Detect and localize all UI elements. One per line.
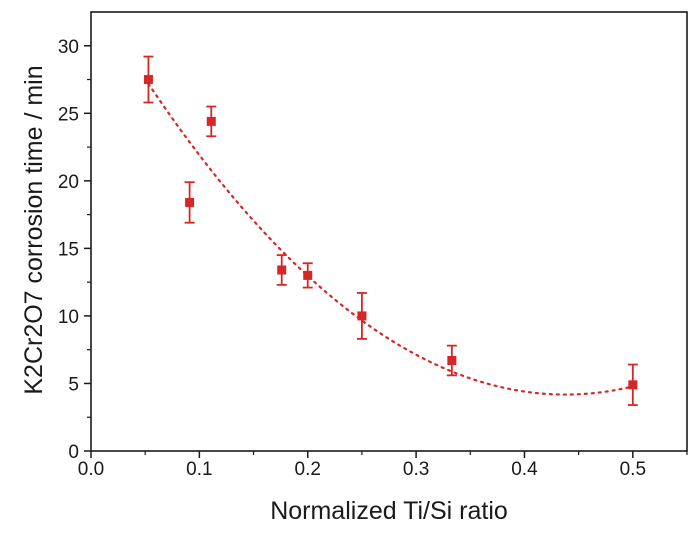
axes	[90, 11, 688, 452]
x-axis-label: Normalized Ti/Si ratio	[270, 497, 508, 525]
data-point	[143, 75, 153, 85]
data-point	[185, 197, 195, 207]
data-point	[357, 311, 367, 321]
x-tick-label: 0.0	[78, 459, 104, 480]
y-tick-label: 5	[68, 374, 79, 395]
data-point	[628, 380, 638, 390]
x-tick-label: 0.2	[295, 459, 321, 480]
plot-frame	[90, 11, 688, 452]
y-tick-label: 0	[68, 442, 79, 463]
y-axis-label: K2Cr2O7 corrosion time / min	[20, 65, 48, 394]
y-tick-label: 15	[58, 239, 79, 260]
y-tick-label: 10	[58, 307, 79, 328]
data-points	[143, 75, 638, 390]
y-tick-label: 25	[58, 104, 79, 125]
data-point	[447, 355, 457, 365]
fit-curve	[147, 82, 634, 396]
x-tick-label: 0.4	[511, 459, 538, 480]
data-point	[277, 265, 287, 275]
y-tick-label: 30	[58, 37, 79, 58]
y-tick-label: 20	[58, 172, 79, 193]
error-bars	[143, 55, 638, 406]
x-tick-label: 0.3	[403, 459, 429, 480]
data-point	[206, 116, 216, 126]
data-point	[303, 270, 313, 280]
x-tick-label: 0.5	[620, 459, 646, 480]
ticks: 0.0 0.1 0.2 0.3 0.4 0.5 0 5 10 15 20 25 30	[58, 37, 688, 480]
fit-line	[147, 82, 634, 396]
x-tick-label: 0.1	[186, 459, 212, 480]
